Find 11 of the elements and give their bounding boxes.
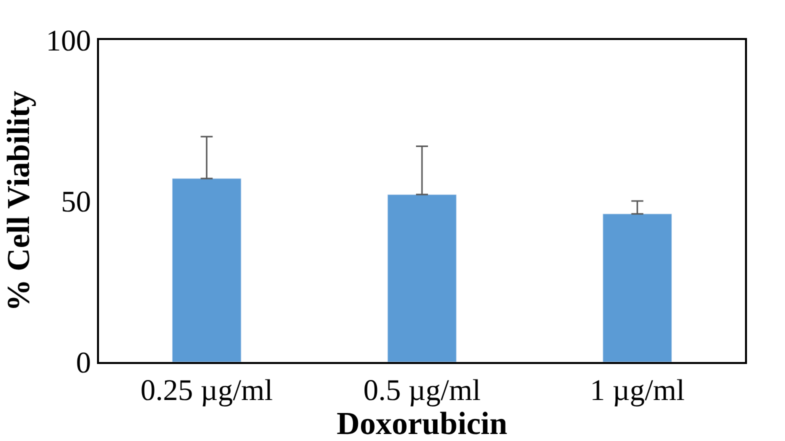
x-tick-label: 1 µg/ml bbox=[590, 374, 685, 407]
x-tick-label: 0.5 µg/ml bbox=[363, 374, 481, 407]
y-tick-label: 50 bbox=[61, 186, 91, 218]
y-tick-label: 100 bbox=[46, 24, 91, 58]
bar bbox=[602, 214, 672, 362]
x-axis-title: Doxorubicin bbox=[336, 405, 508, 441]
x-tick-label: 0.25 µg/ml bbox=[140, 374, 273, 407]
bar bbox=[172, 178, 242, 362]
y-tick-label: 0 bbox=[76, 346, 91, 380]
bar bbox=[387, 194, 457, 362]
y-axis-title: % Cell Viability bbox=[0, 90, 36, 312]
